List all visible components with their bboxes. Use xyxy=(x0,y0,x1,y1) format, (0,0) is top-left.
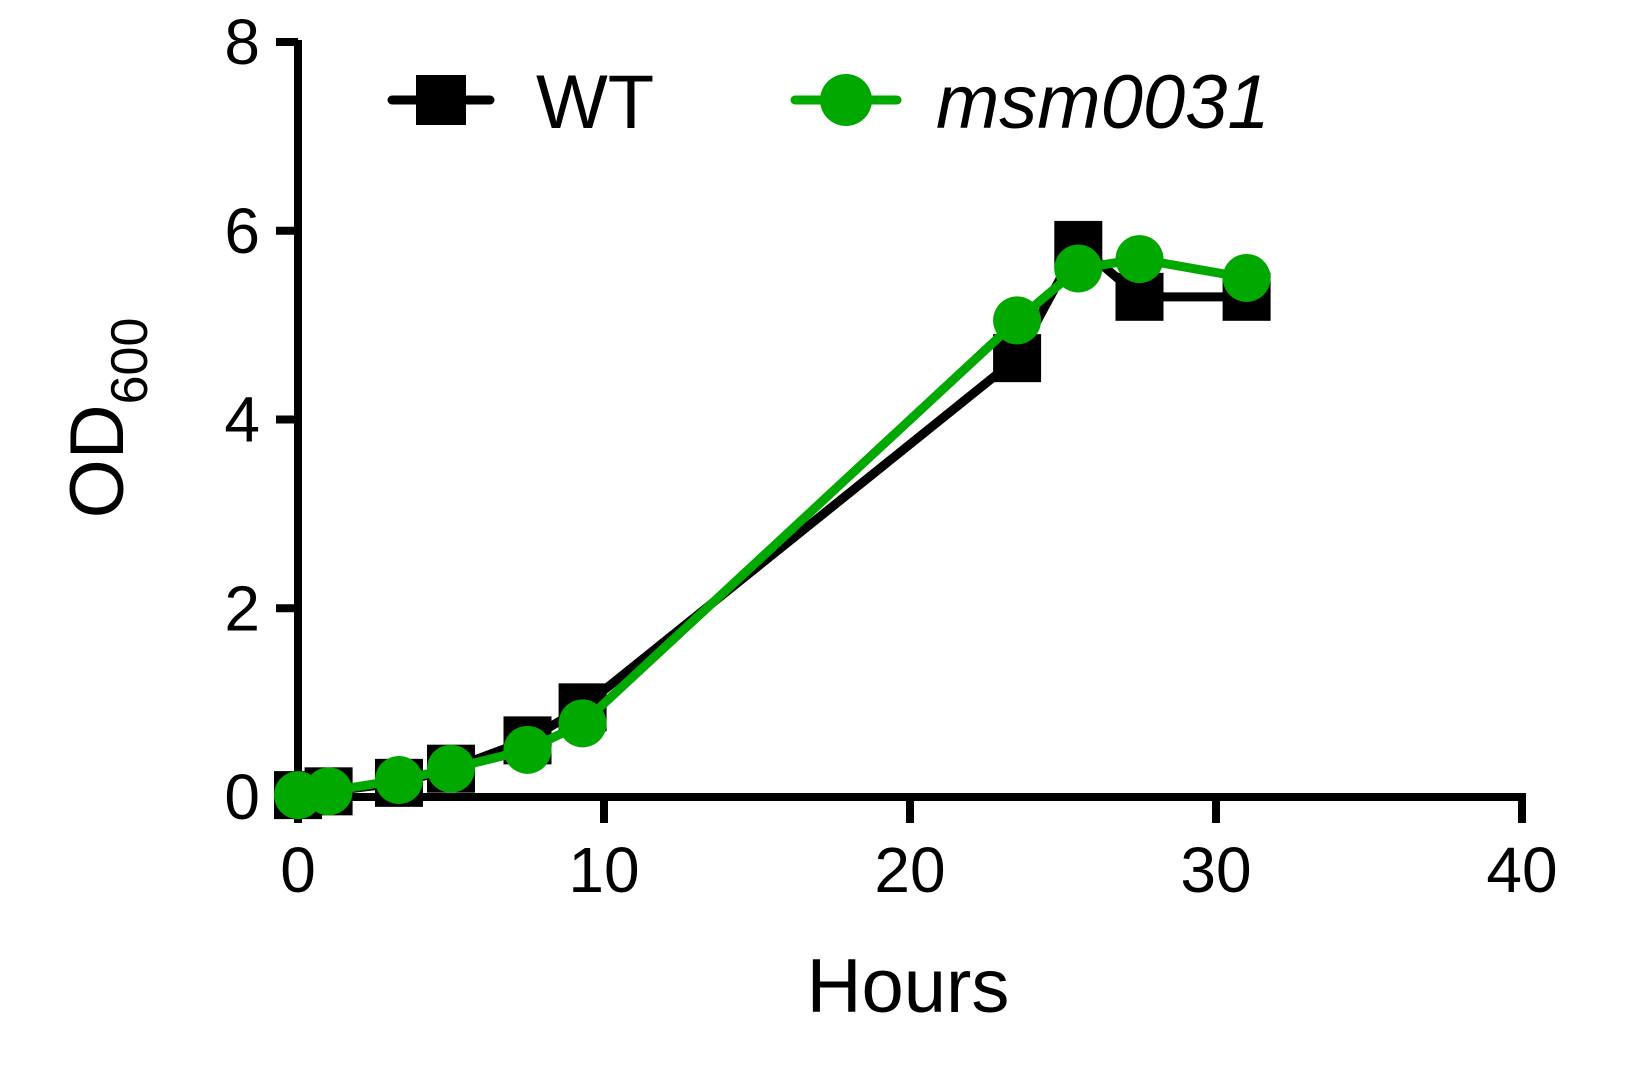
x-tick-label: 10 xyxy=(568,834,639,906)
y-tick-label: 0 xyxy=(224,761,260,833)
series-msm0031 xyxy=(274,235,1271,820)
data-point-circle xyxy=(427,744,475,793)
series-line xyxy=(297,240,1247,800)
data-point-circle xyxy=(1222,253,1271,302)
series-line xyxy=(297,254,1248,800)
legend: WT msm0031 xyxy=(387,60,1270,145)
data-point-circle xyxy=(374,756,423,805)
x-tick-label: 40 xyxy=(1486,834,1557,906)
data-point-circle xyxy=(558,699,607,748)
y-tick-label: 8 xyxy=(224,6,260,78)
legend-entry-wt: WT xyxy=(387,60,654,145)
y-tick-label: 4 xyxy=(224,384,260,456)
data-point-circle xyxy=(304,767,353,816)
legend-marker-circle xyxy=(820,74,872,126)
legend-label: msm0031 xyxy=(936,60,1270,145)
y-tick-label: 2 xyxy=(224,572,260,644)
y-tick-label: 6 xyxy=(224,195,260,267)
x-tick-label: 20 xyxy=(874,834,945,906)
data-point-circle xyxy=(1115,235,1164,284)
data-point-circle xyxy=(503,725,552,774)
legend-marker-square xyxy=(416,75,466,125)
y-axis-title: OD600 xyxy=(55,318,159,519)
x-tick-label: 30 xyxy=(1180,834,1251,906)
data-point-circle xyxy=(1054,244,1103,293)
series-wt xyxy=(274,220,1271,820)
x-tick-label: 0 xyxy=(280,834,316,906)
x-axis-title: Hours xyxy=(807,944,1010,1029)
data-point-circle xyxy=(993,296,1042,345)
y-axis-title-main: OD xyxy=(55,404,140,518)
legend-entry-msm0031: msm0031 xyxy=(790,60,1270,145)
y-axis-title-subscript: 600 xyxy=(101,318,159,405)
legend-label: WT xyxy=(536,60,654,145)
series-layer xyxy=(274,220,1271,820)
